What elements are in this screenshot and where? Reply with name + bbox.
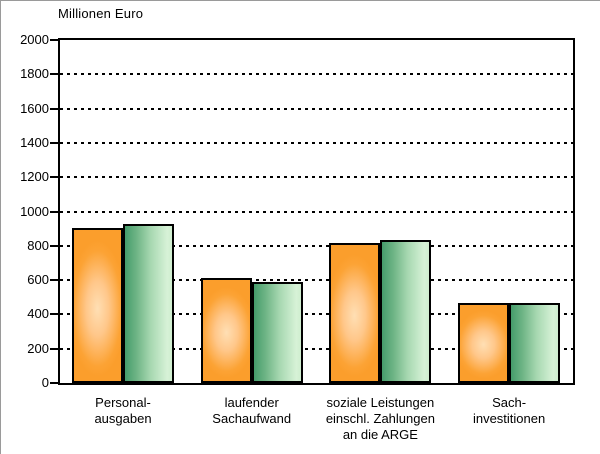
y-axis-label-0: 0 (41, 375, 49, 390)
orange-series-bar-2 (329, 242, 381, 383)
y-axis-tick-1000 (50, 210, 58, 213)
y-axis-tick-1200 (50, 176, 58, 179)
gridline-1600 (60, 107, 573, 110)
y-axis-tick-1800 (50, 73, 58, 76)
gridline-1200 (60, 176, 573, 179)
green-series-bar-2 (380, 240, 432, 383)
y-axis-tick-1600 (50, 107, 58, 110)
bar-group-2 (329, 40, 433, 383)
gridline-400 (60, 313, 573, 316)
y-axis-tick-0 (50, 382, 58, 384)
y-axis-tick-800 (50, 244, 58, 247)
green-series-bar-1 (251, 282, 303, 383)
bar-group-1 (200, 40, 305, 383)
x-category-label-3: Sach- investitionen (472, 395, 546, 426)
bar-group-0 (72, 40, 176, 383)
x-category-label-0: Personal- ausgaben (94, 395, 152, 426)
gridline-600 (60, 279, 573, 282)
orange-series-bar-0 (72, 228, 123, 383)
y-axis-label-1800: 1800 (20, 66, 49, 82)
green-series-bar-0 (123, 224, 174, 383)
y-axis-tick-600 (50, 279, 58, 282)
chart-title: Millionen Euro (58, 6, 144, 21)
y-axis-tick-1400 (50, 141, 58, 144)
y-axis-label-1200: 1200 (20, 169, 49, 185)
y-axis-label-600: 600 (27, 272, 49, 288)
x-category-label-1: laufender Sachaufwand (212, 395, 292, 426)
gridline-1400 (60, 141, 573, 144)
y-axis-label-2000: 2000 (20, 32, 49, 47)
y-axis-label-200: 200 (27, 340, 49, 356)
gridline-200 (60, 347, 573, 350)
y-axis-label-800: 800 (27, 237, 49, 253)
bar-group-3 (458, 40, 562, 383)
y-axis-label-1400: 1400 (20, 134, 49, 150)
y-axis-label-1600: 1600 (20, 100, 49, 116)
gridline-800 (60, 244, 573, 247)
gridline-1000 (60, 210, 573, 213)
x-category-label-2: soziale Leistungen einschl. Zahlungen an… (325, 395, 435, 442)
y-axis-tick-400 (50, 313, 58, 316)
green-series-bar-3 (509, 302, 561, 383)
plot-area (58, 38, 575, 385)
y-axis-tick-2000 (50, 39, 58, 41)
y-axis-label-400: 400 (27, 306, 49, 322)
orange-series-bar-3 (458, 302, 510, 383)
y-axis-label-1000: 1000 (20, 203, 49, 219)
orange-series-bar-1 (200, 278, 252, 383)
gridline-1800 (60, 73, 573, 76)
y-axis-tick-200 (50, 347, 58, 350)
